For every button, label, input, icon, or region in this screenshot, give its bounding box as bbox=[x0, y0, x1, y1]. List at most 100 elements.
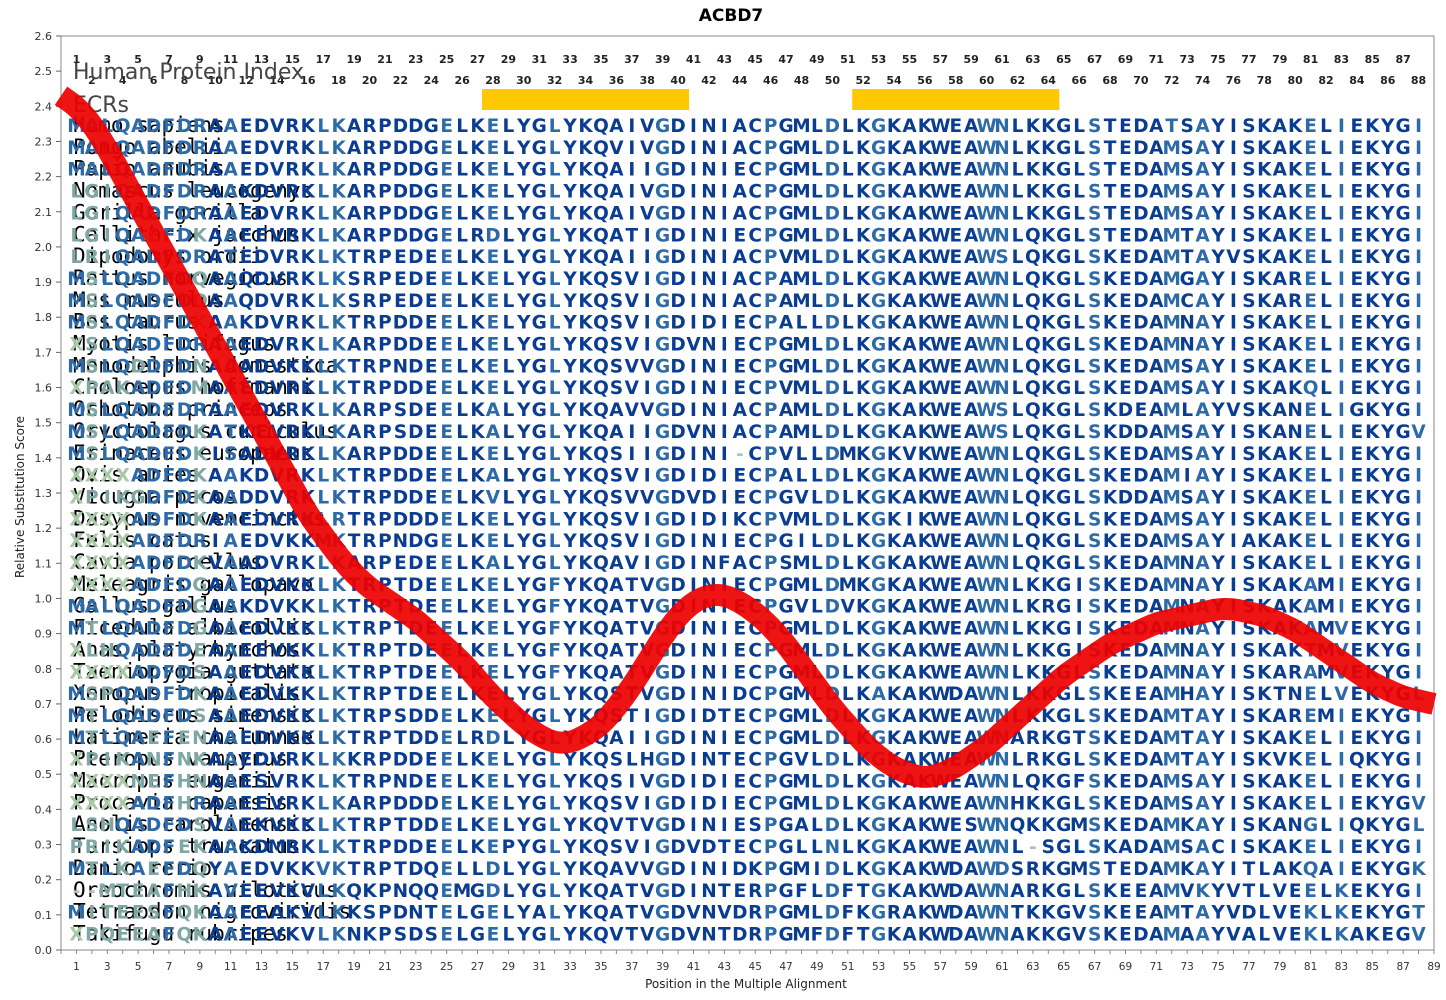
residue: E bbox=[240, 138, 253, 159]
residue: A bbox=[208, 640, 223, 661]
residue: N bbox=[701, 182, 716, 203]
residue: L bbox=[317, 116, 329, 137]
residue: D bbox=[254, 575, 269, 596]
residue: W bbox=[976, 772, 996, 793]
residue: Y bbox=[562, 793, 577, 814]
residue: Q bbox=[593, 444, 609, 465]
residue: K bbox=[578, 662, 593, 683]
residue: L bbox=[549, 924, 561, 945]
residue: L bbox=[549, 706, 561, 727]
residue: I bbox=[1338, 531, 1345, 552]
residue: D bbox=[1133, 575, 1148, 596]
residue: Y bbox=[1380, 509, 1395, 530]
residue: D bbox=[1133, 793, 1148, 814]
residue: L bbox=[317, 619, 329, 640]
residue: L bbox=[101, 728, 113, 749]
residue: A bbox=[208, 400, 223, 421]
residue: D bbox=[1133, 247, 1148, 268]
residue: L bbox=[842, 662, 854, 683]
residue: W bbox=[976, 881, 996, 902]
residue: E bbox=[1119, 531, 1132, 552]
residue: E bbox=[487, 815, 500, 836]
top-index-odd: 55 bbox=[902, 53, 917, 66]
residue: D bbox=[825, 356, 840, 377]
residue: T bbox=[394, 684, 407, 705]
residue: D bbox=[670, 903, 685, 924]
residue: C bbox=[748, 378, 762, 399]
residue: Q bbox=[1025, 531, 1041, 552]
residue: A bbox=[486, 466, 501, 487]
residue: Q bbox=[1025, 225, 1041, 246]
residue: V bbox=[301, 903, 316, 924]
residue: A bbox=[1195, 903, 1210, 924]
residue: X bbox=[69, 772, 83, 793]
residue: A bbox=[964, 881, 979, 902]
residue: L bbox=[811, 509, 823, 530]
residue: K bbox=[470, 466, 485, 487]
residue: I bbox=[1230, 837, 1237, 858]
residue: K bbox=[332, 247, 347, 268]
residue: D bbox=[1133, 466, 1148, 487]
residue: D bbox=[146, 335, 161, 356]
residue: E bbox=[487, 597, 500, 618]
residue: G bbox=[1396, 400, 1411, 421]
residue: L bbox=[1012, 313, 1024, 334]
residue: R bbox=[285, 247, 299, 268]
residue: M bbox=[792, 203, 810, 224]
residue: I bbox=[1338, 138, 1345, 159]
top-index-even: 40 bbox=[670, 74, 686, 87]
residue: I bbox=[721, 400, 728, 421]
residue: L bbox=[1012, 444, 1024, 465]
residue: S bbox=[610, 837, 623, 858]
residue: L bbox=[811, 356, 823, 377]
residue: D bbox=[177, 553, 192, 574]
residue: G bbox=[1056, 160, 1071, 181]
residue: X bbox=[100, 793, 114, 814]
residue: I bbox=[104, 750, 111, 771]
residue: V bbox=[270, 509, 285, 530]
x-tick-label: 47 bbox=[779, 961, 792, 973]
residue: K bbox=[887, 793, 902, 814]
residue: Y bbox=[1380, 313, 1395, 334]
residue: R bbox=[193, 203, 207, 224]
residue: K bbox=[578, 772, 593, 793]
residue: G bbox=[871, 247, 886, 268]
top-index-even: 18 bbox=[331, 74, 346, 87]
residue: P bbox=[378, 356, 392, 377]
residue: G bbox=[871, 509, 886, 530]
residue: K bbox=[470, 400, 485, 421]
residue: Y bbox=[1380, 160, 1395, 181]
residue: L bbox=[317, 466, 329, 487]
residue: E bbox=[425, 444, 438, 465]
residue: Y bbox=[1380, 837, 1395, 858]
top-index-even: 68 bbox=[1102, 74, 1117, 87]
residue: K bbox=[856, 313, 871, 334]
y-tick-label: 0.3 bbox=[35, 839, 53, 852]
residue: P bbox=[764, 203, 778, 224]
residue: E bbox=[147, 772, 160, 793]
residue: D bbox=[254, 466, 269, 487]
residue: G bbox=[470, 924, 485, 945]
residue: K bbox=[1041, 378, 1056, 399]
residue: G bbox=[532, 225, 547, 246]
residue: L bbox=[502, 924, 514, 945]
y-tick-label: 1.4 bbox=[35, 452, 53, 465]
residue: Y bbox=[516, 619, 531, 640]
residue: M bbox=[792, 903, 810, 924]
residue: L bbox=[549, 859, 561, 880]
residue: N bbox=[994, 335, 1009, 356]
residue: A bbox=[1273, 728, 1288, 749]
residue: A bbox=[224, 772, 239, 793]
residue: D bbox=[408, 225, 423, 246]
residue: A bbox=[609, 160, 624, 181]
residue: K bbox=[1041, 924, 1056, 945]
residue: A bbox=[1195, 247, 1210, 268]
residue: A bbox=[1273, 531, 1288, 552]
residue: E bbox=[1119, 313, 1132, 334]
residue: D bbox=[1133, 924, 1148, 945]
residue: I bbox=[1415, 313, 1422, 334]
residue: A bbox=[131, 728, 146, 749]
residue: D bbox=[254, 859, 269, 880]
residue: N bbox=[393, 531, 408, 552]
residue: G bbox=[655, 531, 670, 552]
